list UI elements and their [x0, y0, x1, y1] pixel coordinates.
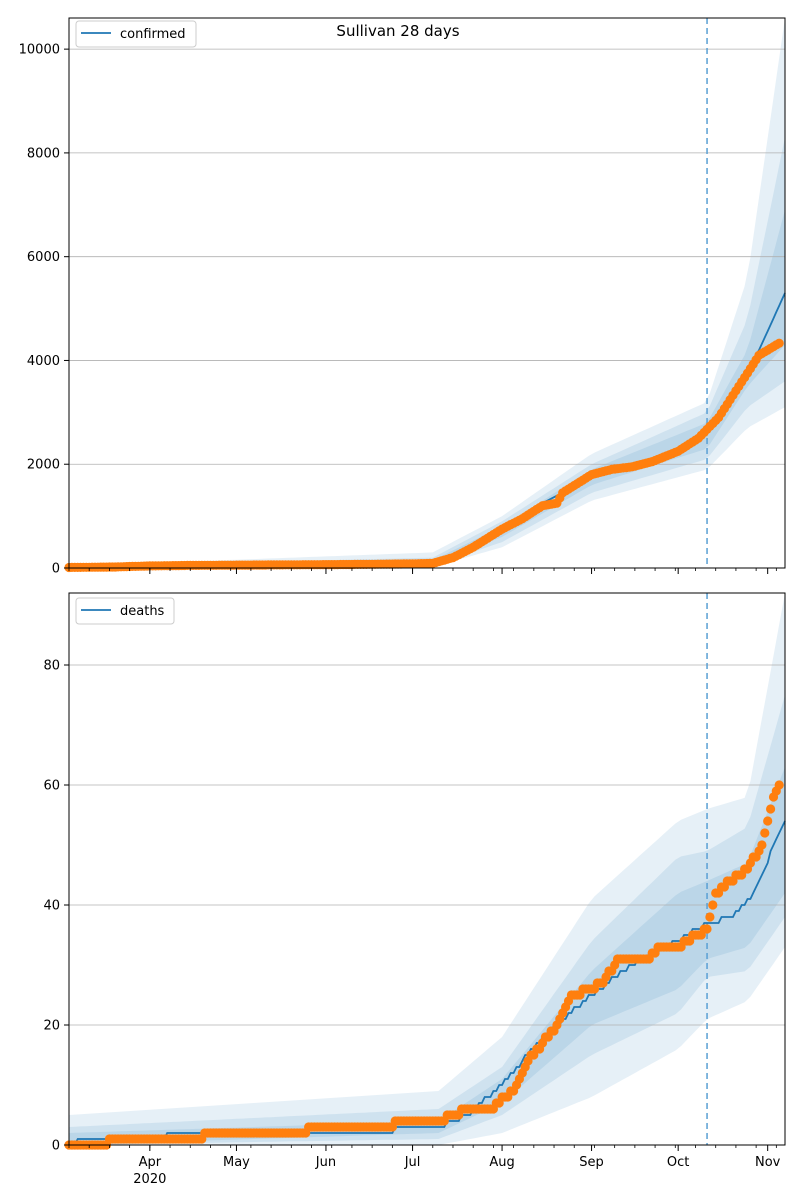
deaths-observed-point — [763, 816, 773, 826]
deaths-xtick-label: Sep — [579, 1155, 604, 1170]
confirmed-ytick-label: 0 — [52, 562, 60, 577]
deaths-legend: deaths — [75, 597, 175, 625]
confirmed-ytick-label: 6000 — [27, 250, 60, 265]
deaths-xtick-label: Nov — [755, 1155, 781, 1170]
deaths-axes-frame — [68, 592, 786, 1146]
deaths-xtick-label: May — [223, 1155, 250, 1170]
deaths-ytick-label: 40 — [43, 899, 60, 914]
deaths-xtick-label: Jul — [404, 1155, 421, 1170]
deaths-points — [64, 780, 784, 1150]
deaths-ytick-label: 20 — [43, 1019, 60, 1034]
deaths-xtick-label: Jun — [315, 1155, 336, 1170]
confirmed-axes: 0 2000 4000 6000 8000 10000 — [19, 17, 786, 577]
deaths-observed-point — [760, 828, 770, 838]
confirmed-band-1 — [69, 137, 785, 569]
confirmed-bands — [69, 18, 785, 569]
confirmed-band-2 — [69, 210, 785, 568]
deaths-band-0 — [69, 593, 785, 1145]
confirmed-legend-label: confirmed — [120, 27, 186, 42]
figure-title: Sullivan 28 days — [336, 22, 459, 40]
deaths-observed-point — [708, 900, 718, 910]
confirmed-axes-frame — [68, 17, 786, 569]
confirmed-ytick-label: 2000 — [27, 458, 60, 473]
deaths-xtick-year-label: 2020 — [133, 1172, 166, 1187]
deaths-legend-box — [75, 597, 175, 625]
deaths-panel: 0 20 40 60 80 Apr May Jun Jul Aug Sep Oct Nov 2020 de… — [43, 592, 786, 1187]
deaths-ytick-label: 60 — [43, 779, 60, 794]
deaths-observed-point — [702, 924, 712, 934]
deaths-observed-point — [757, 840, 767, 850]
deaths-xtick-label: Aug — [489, 1155, 514, 1170]
deaths-xtick-label: Oct — [667, 1155, 689, 1170]
deaths-ytick-label: 0 — [52, 1139, 60, 1154]
confirmed-legend-box — [75, 20, 197, 48]
deaths-ytick-label: 80 — [43, 659, 60, 674]
confirmed-legend: confirmed — [75, 20, 197, 48]
deaths-band-1 — [69, 695, 785, 1145]
deaths-observed-point — [705, 912, 715, 922]
confirmed-observed-point — [774, 338, 784, 348]
confirmed-ytick-label: 8000 — [27, 146, 60, 161]
confirmed-points — [64, 338, 784, 573]
confirmed-ytick-label: 4000 — [27, 354, 60, 369]
deaths-observed-point — [774, 780, 784, 790]
deaths-axes: 0 20 40 60 80 Apr May Jun Jul Aug Sep Oct Nov 2020 — [43, 592, 786, 1187]
deaths-observed-point — [766, 804, 776, 814]
confirmed-ytick-label: 10000 — [19, 43, 60, 58]
deaths-xtick-label: Apr — [139, 1155, 162, 1170]
confirmed-panel: 0 2000 4000 6000 8000 10000 confirmed Sulliva… — [19, 17, 786, 577]
deaths-legend-label: deaths — [120, 604, 165, 619]
